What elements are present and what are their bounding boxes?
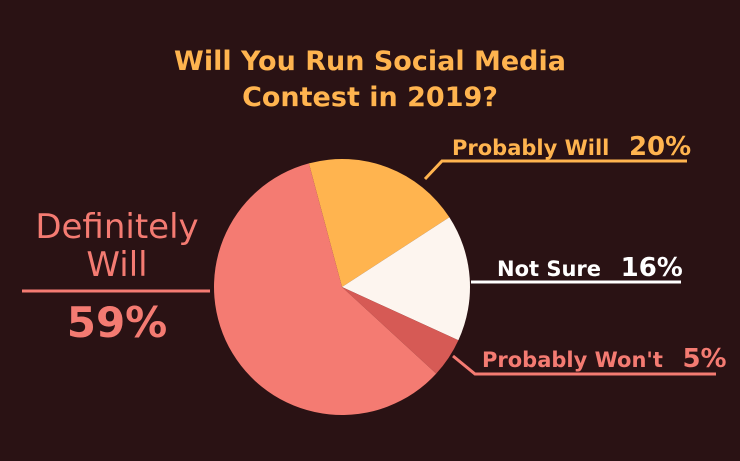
label-definitely-will-value: 59% bbox=[66, 298, 168, 347]
label-probably-wont-value: 5% bbox=[682, 344, 727, 374]
leader-line-probably-will bbox=[423, 159, 687, 181]
label-probably-will: Probably Will 20% bbox=[452, 132, 691, 162]
pie-slices bbox=[214, 159, 470, 415]
label-probably-will-value: 20% bbox=[628, 132, 692, 162]
chart-title-line-1: Will You Run Social Media bbox=[174, 46, 566, 77]
label-definitely-will-line-2: Will bbox=[86, 245, 148, 285]
label-definitely-will-line-1: Definitely bbox=[35, 207, 199, 247]
slice-probably-wont bbox=[342, 287, 459, 374]
leader-line-probably-wont bbox=[452, 354, 716, 376]
slice-not-sure bbox=[342, 217, 470, 341]
slice-probably-will bbox=[308, 159, 450, 287]
label-not-sure-value: 16% bbox=[620, 253, 683, 283]
label-probably-will-name: Probably Will bbox=[452, 136, 610, 160]
chart-title: Will You Run Social Media Contest in 201… bbox=[0, 44, 740, 116]
label-not-sure: Not Sure 16% bbox=[497, 253, 683, 283]
label-not-sure-name: Not Sure bbox=[497, 257, 602, 281]
slice-definitely-will bbox=[214, 163, 437, 415]
chart-title-line-2: Contest in 2019? bbox=[242, 82, 498, 113]
label-probably-wont-name: Probably Won't bbox=[482, 348, 663, 372]
label-probably-wont: Probably Won't 5% bbox=[482, 344, 727, 374]
label-definitely-will: Definitely Will bbox=[22, 208, 212, 284]
